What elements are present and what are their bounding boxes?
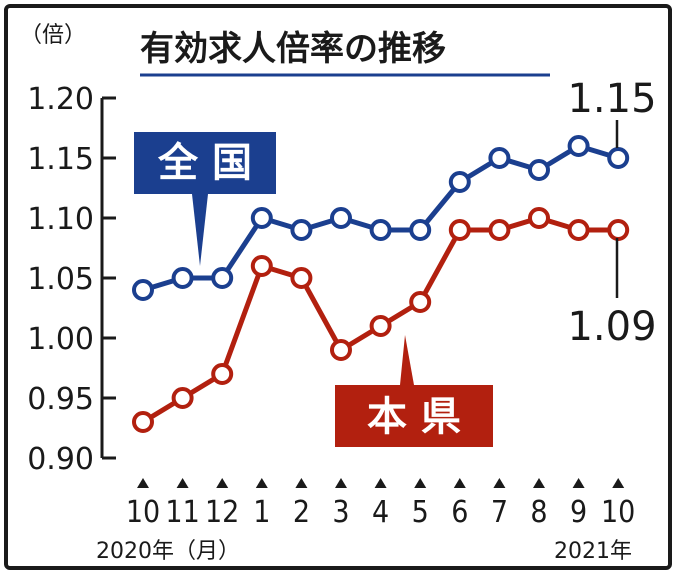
national-legend: 全 国: [134, 132, 276, 266]
data-point: [250, 207, 273, 229]
data-point: [369, 315, 392, 337]
data-point: [171, 387, 194, 409]
data-point: [132, 279, 154, 301]
data-point: [211, 267, 234, 289]
prefecture-legend: 本 県: [335, 335, 493, 447]
y-tick-label: 0.95: [27, 382, 94, 417]
x-ticks: 10 11 12 1 2 3 4 5 6 7 8 9 10: [126, 478, 635, 530]
x-tick-arrow: [533, 478, 545, 488]
national-label: 全 国: [157, 140, 252, 186]
data-point: [567, 135, 590, 157]
x-tick-arrow: [612, 478, 625, 488]
x-tick-arrow: [295, 478, 308, 488]
data-point: [448, 219, 471, 241]
x-tick-arrow: [414, 478, 427, 488]
data-point: [607, 219, 630, 241]
data-point: [330, 207, 352, 229]
x-tick-arrow: [335, 478, 347, 488]
data-point: [211, 363, 234, 385]
y-tick-label: 1.05: [27, 262, 94, 297]
prefecture-label: 本 県: [367, 394, 461, 440]
data-point: [369, 219, 392, 241]
y-tick-label: 0.90: [27, 442, 94, 477]
x-tick-label: 5: [412, 495, 429, 530]
y-ticks: 1.20 1.15 1.10 1.05 1.00 0.95 0.90: [27, 82, 116, 477]
x-tick-label: 6: [451, 495, 468, 530]
x-tick-arrow: [137, 478, 149, 488]
x-tick-label: 9: [570, 495, 587, 530]
y-axis-unit: （倍）: [20, 23, 86, 48]
x-tick-label: 10: [126, 495, 160, 530]
prefecture-end-value: 1.09: [567, 304, 656, 350]
year-end-label: 2021年: [554, 539, 632, 564]
x-tick-arrow: [374, 478, 387, 488]
chart-title: 有効求人倍率の推移: [140, 29, 446, 69]
data-point: [409, 291, 432, 313]
x-tick-label: 11: [165, 495, 199, 530]
national-end-value: 1.15: [567, 76, 656, 122]
data-point: [448, 171, 471, 193]
x-tick-label: 12: [205, 495, 239, 530]
data-point: [250, 255, 273, 277]
data-point: [290, 267, 313, 289]
data-point: [132, 411, 154, 433]
x-tick-arrow: [176, 478, 189, 488]
x-tick-label: 7: [491, 495, 508, 530]
x-tick-label: 4: [372, 495, 389, 530]
x-tick-arrow: [453, 478, 466, 488]
x-tick-arrow: [572, 478, 585, 488]
x-tick-label: 10: [601, 495, 635, 530]
x-tick-arrow: [255, 478, 268, 488]
data-point: [290, 219, 313, 241]
data-point: [488, 147, 511, 169]
x-tick-label: 3: [332, 495, 349, 530]
x-tick-label: 1: [253, 495, 270, 530]
data-point: [488, 219, 511, 241]
x-tick-arrow: [493, 478, 506, 488]
x-tick-arrow: [216, 478, 229, 488]
data-point: [409, 219, 432, 241]
series-layer: [132, 135, 630, 433]
x-tick-label: 2: [293, 495, 310, 530]
data-point: [330, 339, 352, 361]
data-point: [171, 267, 194, 289]
data-point: [528, 207, 550, 229]
y-tick-label: 1.10: [27, 202, 94, 237]
y-tick-label: 1.15: [27, 142, 94, 177]
data-point: [528, 159, 550, 181]
y-tick-label: 1.00: [27, 322, 94, 357]
x-tick-label: 8: [530, 495, 547, 530]
year-start-label: 2020年（月）: [96, 539, 240, 564]
y-tick-label: 1.20: [27, 82, 94, 117]
data-point: [607, 147, 630, 169]
data-point: [567, 219, 590, 241]
